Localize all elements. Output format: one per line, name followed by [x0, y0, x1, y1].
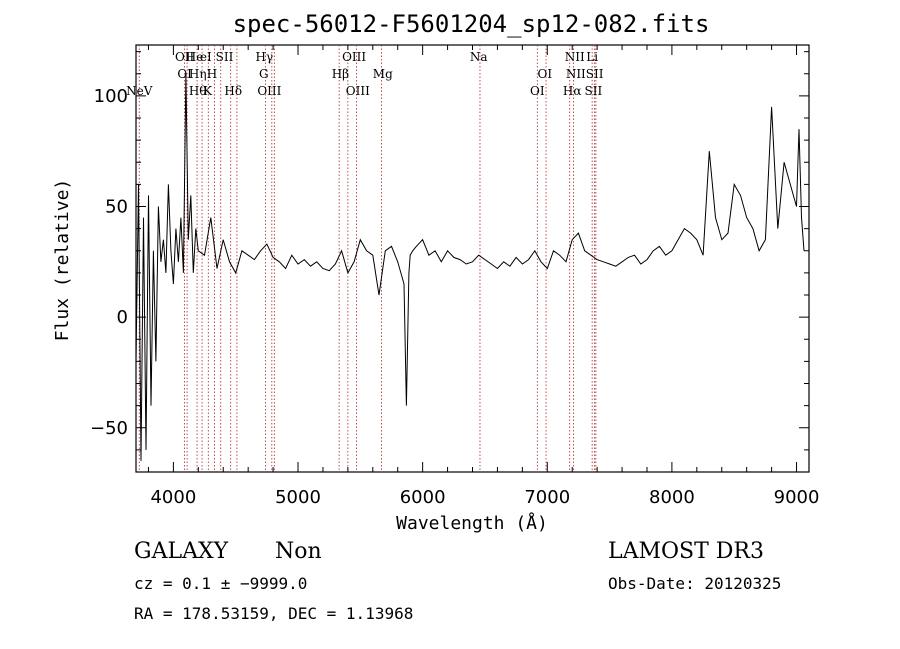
line-label-18: Na — [470, 50, 488, 64]
line-label-6: eI — [200, 50, 212, 64]
y-axis-label: Flux (relative) — [52, 179, 73, 342]
line-label-0: NeV — [126, 84, 153, 98]
line-label-21: NII — [565, 50, 585, 64]
line-label-11: Hγ — [256, 50, 274, 64]
spectrum-line — [135, 73, 805, 461]
redshift-info: cz = 0.1 ± −9999.0 — [134, 574, 308, 593]
x-axis-label: Wavelength (Å) — [396, 512, 548, 534]
line-label-8: K — [203, 84, 213, 98]
spectral-line-labels: NeV OII OI He Hη Hθ eI HK SII Hδ Hγ G OIII OIII Hβ OIII… — [126, 50, 604, 98]
line-label-4: Hη — [189, 67, 207, 81]
y-tick-label-50: 50 — [105, 197, 128, 218]
y-tick-label-100: 100 — [94, 86, 128, 107]
line-label-1: OII — [175, 50, 195, 64]
chart-title: spec-56012-F5601204_sp12-082.fits — [233, 10, 710, 38]
line-label-10: Hδ — [224, 84, 242, 98]
x-tick-label-9000: 9000 — [774, 487, 820, 508]
line-label-14: OIII — [342, 50, 366, 64]
line-label-25: SII — [585, 84, 603, 98]
line-label-17: Mg — [373, 67, 393, 81]
line-label-5: Hθ — [189, 84, 207, 98]
x-tick-label-8000: 8000 — [649, 487, 695, 508]
y-axis-ticks: −50 0 50 100 — [90, 51, 809, 451]
x-tick-label-7000: 7000 — [524, 487, 570, 508]
line-label-19: OI — [537, 67, 552, 81]
line-label-23: NIISII — [566, 67, 604, 81]
line-label-15: Hβ — [332, 67, 349, 81]
obs-date: Obs-Date: 20120325 — [608, 574, 782, 593]
object-subclass: Non — [275, 539, 322, 564]
survey-name: LAMOST DR3 — [608, 539, 764, 564]
y-tick-label-0: 0 — [117, 307, 128, 328]
line-label-24: Hα — [563, 84, 582, 98]
line-label-3: He — [186, 50, 204, 64]
y-tick-label--50: −50 — [90, 418, 128, 439]
line-label-2: OI — [177, 67, 192, 81]
spectral-line-markers — [138, 45, 597, 472]
line-label-12: G — [259, 67, 269, 81]
line-label-16: OIII — [346, 84, 370, 98]
line-label-13: OIII — [257, 84, 281, 98]
line-label-20: OI — [530, 84, 545, 98]
object-class: GALAXY — [134, 539, 229, 564]
line-label-22: Li — [586, 50, 598, 64]
x-axis-ticks: 4000 5000 6000 7000 8000 9000 — [147, 45, 820, 508]
x-tick-label-5000: 5000 — [275, 487, 321, 508]
line-label-7: H — [207, 67, 217, 81]
x-tick-label-4000: 4000 — [150, 487, 196, 508]
line-label-9: SII — [216, 50, 234, 64]
coordinates-info: RA = 178.53159, DEC = 1.13968 — [134, 604, 414, 623]
x-tick-label-6000: 6000 — [400, 487, 446, 508]
